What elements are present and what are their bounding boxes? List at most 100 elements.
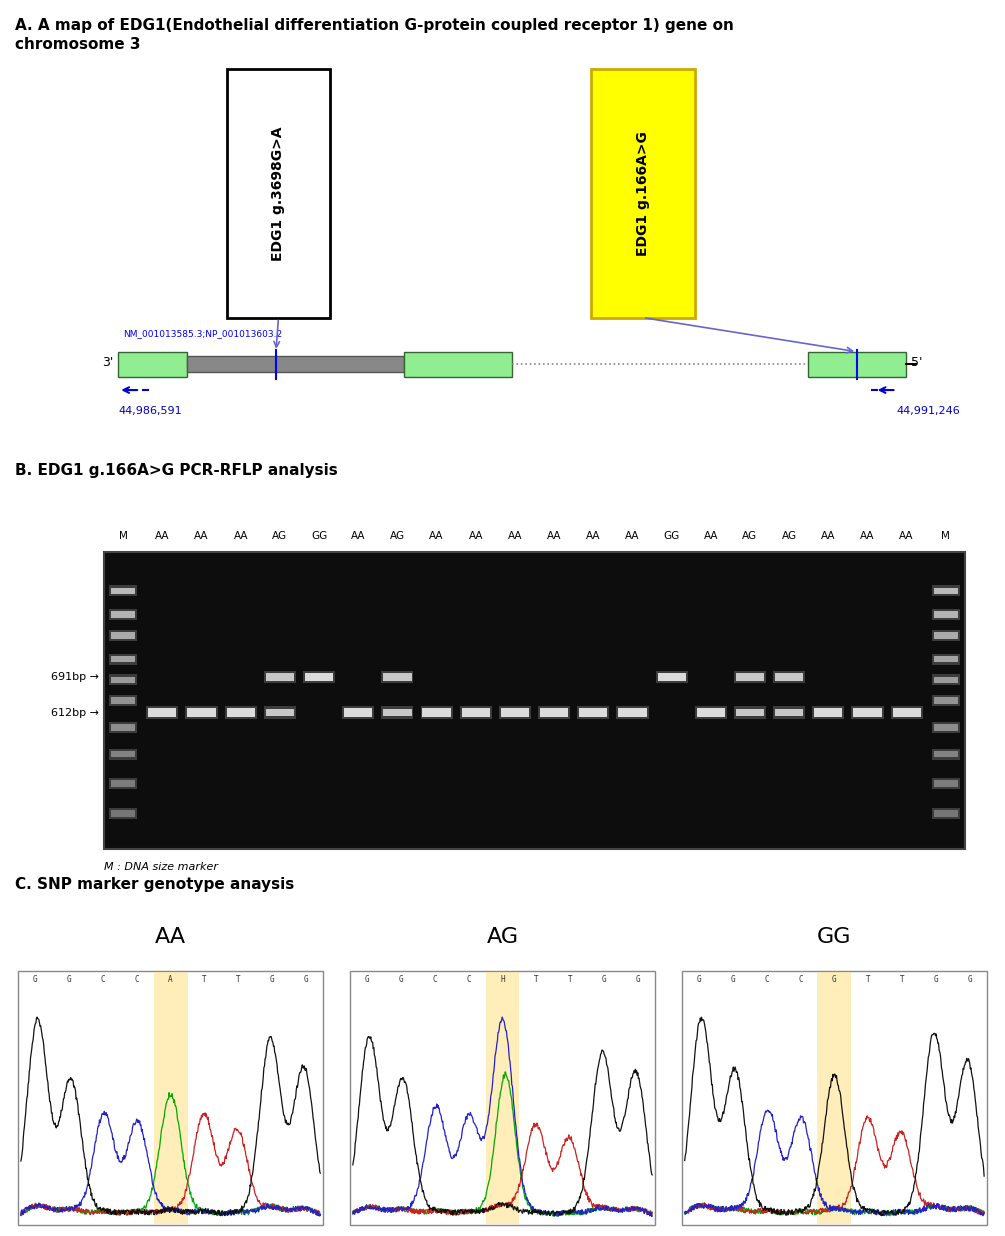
Text: G: G (832, 975, 837, 984)
Text: AA: AA (155, 531, 170, 541)
Bar (932, 749, 960, 760)
Bar (892, 708, 921, 717)
Bar (383, 708, 411, 717)
Text: AG: AG (486, 927, 519, 947)
Bar (773, 707, 805, 718)
Bar (187, 356, 404, 372)
Text: G: G (270, 975, 274, 984)
Bar (773, 671, 805, 684)
Bar (934, 633, 958, 639)
Bar (932, 779, 960, 790)
Bar (498, 706, 531, 719)
Bar (934, 750, 958, 758)
Bar (303, 671, 335, 684)
Bar (112, 750, 136, 758)
Bar (736, 674, 764, 681)
Bar (342, 706, 374, 719)
Bar (404, 352, 513, 377)
Bar (422, 708, 450, 717)
Bar (110, 609, 137, 620)
Bar (305, 672, 334, 681)
Bar (381, 671, 413, 684)
Text: 5': 5' (912, 356, 923, 368)
Bar (110, 808, 137, 819)
Bar (110, 779, 137, 790)
Text: GG: GG (817, 927, 851, 947)
Bar (657, 672, 685, 681)
Bar (932, 654, 960, 665)
Text: C: C (798, 975, 803, 984)
Bar (188, 708, 216, 717)
Bar (149, 708, 177, 717)
Bar (775, 674, 803, 681)
Bar (812, 706, 844, 719)
Text: M : DNA size marker: M : DNA size marker (104, 863, 218, 873)
Bar (459, 706, 491, 719)
Text: 44,986,591: 44,986,591 (119, 405, 182, 415)
Bar (112, 810, 136, 817)
Text: B. EDG1 g.166A>G PCR-RFLP analysis: B. EDG1 g.166A>G PCR-RFLP analysis (15, 464, 338, 478)
Bar (344, 708, 372, 717)
Bar (934, 612, 958, 618)
Text: M: M (119, 531, 128, 541)
Bar (853, 708, 881, 717)
Text: G: G (365, 975, 369, 984)
Text: EDG1 g.3698G>A: EDG1 g.3698G>A (271, 126, 285, 261)
Bar (110, 630, 137, 641)
Bar (265, 708, 294, 717)
Text: AG: AG (743, 531, 758, 541)
Bar (112, 724, 136, 730)
Bar (591, 69, 694, 318)
Bar (696, 708, 725, 717)
Text: G: G (731, 975, 735, 984)
Text: AG: AG (390, 531, 405, 541)
Bar (775, 708, 803, 717)
Text: T: T (899, 975, 904, 984)
Bar (154, 971, 188, 1224)
Text: AG: AG (272, 531, 287, 541)
Bar (736, 708, 764, 717)
Bar (420, 706, 452, 719)
Bar (110, 749, 137, 760)
Bar (264, 671, 295, 684)
Bar (225, 706, 257, 719)
Text: AA: AA (468, 531, 483, 541)
Bar (934, 810, 958, 817)
Text: AA: AA (625, 531, 640, 541)
Text: G: G (696, 975, 701, 984)
Bar (932, 675, 960, 686)
Bar (814, 708, 842, 717)
Text: T: T (236, 975, 241, 984)
Bar (579, 708, 607, 717)
Text: G: G (32, 975, 37, 984)
Bar (934, 676, 958, 684)
Bar (577, 706, 609, 719)
Bar (934, 724, 958, 730)
Bar (110, 722, 137, 733)
Text: A: A (168, 975, 173, 984)
Bar (461, 708, 489, 717)
Text: AA: AA (547, 531, 562, 541)
Text: AG: AG (782, 531, 797, 541)
Text: AA: AA (155, 927, 186, 947)
Text: AA: AA (194, 531, 209, 541)
Bar (734, 671, 766, 684)
Text: GG: GG (311, 531, 328, 541)
Bar (934, 656, 958, 662)
Text: AA: AA (233, 531, 248, 541)
Bar (112, 588, 136, 595)
Bar (110, 586, 137, 597)
Bar (932, 609, 960, 620)
Text: T: T (568, 975, 573, 984)
Bar (226, 708, 255, 717)
Text: AA: AA (704, 531, 718, 541)
Text: 612bp →: 612bp → (50, 707, 98, 718)
Text: T: T (866, 975, 870, 984)
Bar (18, 970, 324, 1225)
Bar (227, 69, 331, 318)
Bar (890, 706, 923, 719)
Text: G: G (602, 975, 607, 984)
Bar (112, 676, 136, 684)
Text: M: M (942, 531, 951, 541)
Bar (734, 707, 766, 718)
